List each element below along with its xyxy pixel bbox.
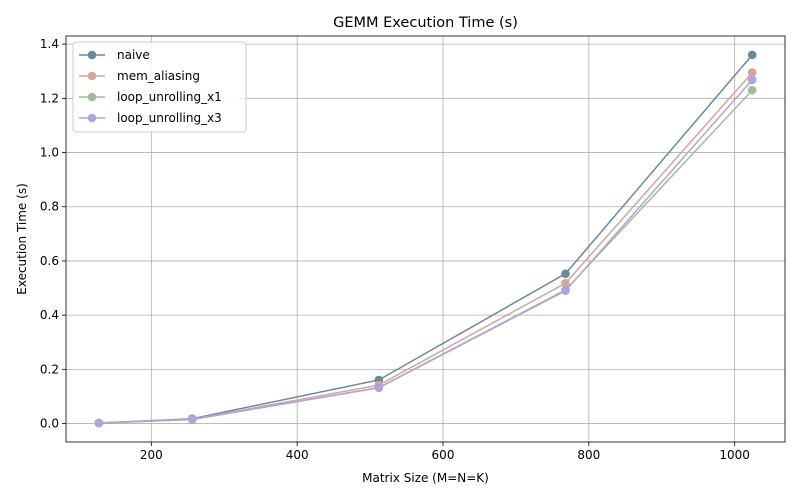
legend-item: naive [79,48,150,62]
legend-item: loop_unrolling_x1 [79,90,222,104]
y-tick-label: 0.8 [40,200,59,214]
data-point [747,68,757,77]
y-axis-label: Execution Time (s) [15,183,29,295]
legend-marker [87,92,97,102]
legend-frame [72,41,247,133]
x-axis-label: Matrix Size (M=N=K) [362,471,489,485]
data-point [374,383,384,393]
x-tick-label: 600 [432,448,455,462]
y-tick-label: 0.4 [40,308,59,322]
y-tick-label: 1.4 [40,37,59,51]
legend-label: mem_aliasing [117,69,200,83]
legend: naive mem_aliasing loop_unrolling_x1 loop_u… [72,41,247,133]
legend-label: naive [117,48,150,62]
y-tick-label: 0.2 [40,362,59,376]
series-layer [94,50,757,428]
data-point [187,415,197,424]
x-tick-label: 400 [286,448,309,462]
data-point [94,418,104,428]
plot-frame [65,35,786,443]
data-point [561,286,570,296]
data-point [561,269,570,278]
legend-marker [87,50,97,60]
legend-label: loop_unrolling_x1 [117,90,222,104]
y-tick-label: 1.0 [40,146,59,160]
x-tick-label: 800 [577,448,600,462]
legend-item: mem_aliasing [79,69,200,83]
x-tick-label: 1000 [719,448,750,462]
chart-title: GEMM Execution Time (s) [333,15,518,31]
legend-marker [87,71,97,81]
data-point [747,85,757,95]
y-tick-label: 0.6 [40,254,59,268]
grid [66,36,785,442]
y-tick-label: 0.0 [40,417,59,431]
legend-label: loop_unrolling_x3 [117,111,222,125]
data-point [561,278,570,288]
data-point [747,75,757,85]
x-tick-label: 200 [140,448,163,462]
data-point [747,50,757,60]
legend-marker [87,113,97,123]
ticks: 200 400 600 800 1000 0.0 0.2 0.4 0.6 0.8 1.0 1.2 1.4 [40,37,750,462]
legend-item: loop_unrolling_x3 [79,111,222,125]
y-tick-label: 1.2 [40,91,59,105]
series-loop_unrolling_x3 [94,75,757,428]
